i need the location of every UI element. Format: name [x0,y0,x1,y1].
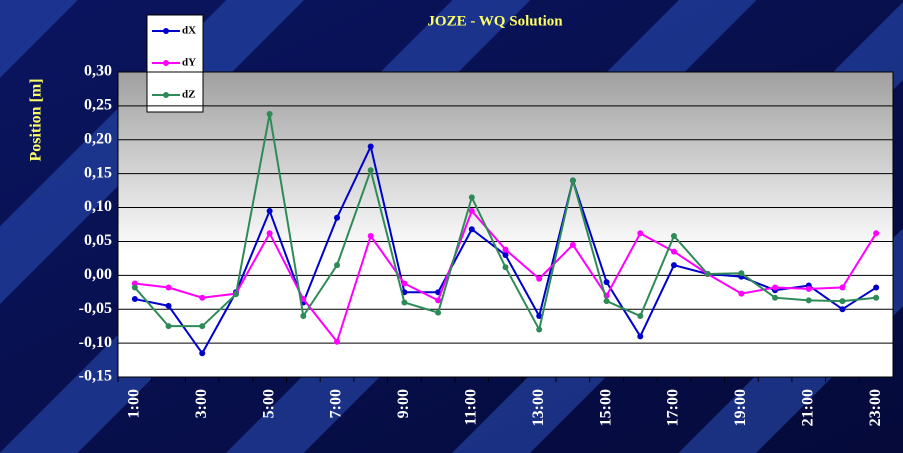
data-point [199,323,206,330]
legend-label: dY [182,57,196,69]
data-point [266,207,273,214]
y-tick-label: -0,05 [79,300,112,317]
legend-label: dX [182,25,196,37]
legend-label: dZ [182,89,195,101]
data-point [266,111,273,118]
data-point [468,207,475,214]
data-point [502,252,509,258]
data-point [300,296,307,303]
x-tick-label: 1:00 [126,389,143,418]
y-tick-label: 0,25 [84,97,112,114]
plot-area [117,71,894,378]
data-point [502,264,509,271]
data-point [772,294,779,301]
y-tick-label: 0,20 [84,130,112,147]
data-point [772,284,779,291]
data-point [704,270,711,277]
data-point [839,306,846,313]
data-point [367,233,374,240]
chart-title: JOZE - WQ Solution [427,13,563,29]
data-point [199,294,206,301]
legend-marker [163,92,169,98]
y-tick-label: 0,15 [84,164,112,181]
y-tick-label: -0,10 [79,334,112,351]
data-point [839,298,846,305]
data-point [435,297,442,304]
data-point [637,313,644,319]
data-point [502,246,509,253]
data-point [401,299,408,306]
data-point [401,280,408,287]
x-tick-label: 19:00 [732,389,749,426]
data-point [805,285,812,292]
data-point [603,279,610,286]
y-tick-label: 0,10 [84,198,112,215]
x-tick-label: 3:00 [193,389,210,418]
legend-marker [163,60,169,66]
data-point [637,230,644,237]
data-point [300,313,307,319]
data-point [670,248,677,255]
data-point [873,230,880,237]
data-point [334,338,341,345]
data-point [131,284,138,291]
data-point [670,262,677,269]
x-tick-label: 11:00 [462,389,479,425]
data-point [334,214,341,221]
data-point [536,326,543,333]
data-point [165,302,172,309]
data-point [266,230,273,237]
data-point [536,275,543,282]
data-point [873,294,880,301]
y-tick-label: 0,00 [84,266,112,283]
x-tick-label: 13:00 [530,389,547,426]
x-tick-label: 23:00 [867,389,884,426]
data-point [738,290,745,297]
y-tick-label: -0,15 [79,368,112,385]
data-point [536,313,543,319]
data-point [873,284,880,291]
x-tick-label: 21:00 [799,389,816,426]
data-point [468,226,475,233]
data-point [165,284,172,291]
data-point [637,333,644,340]
data-point [569,177,576,184]
y-axis-label: Position [m] [28,78,45,161]
data-point [468,194,475,201]
data-point [603,298,610,305]
data-point [738,270,745,277]
x-tick-label: 5:00 [260,389,277,418]
data-point [232,291,239,298]
data-point [805,297,812,304]
x-tick-label: 17:00 [665,389,682,426]
x-tick-label: 15:00 [597,389,614,426]
x-tick-label: 7:00 [328,389,345,418]
y-tick-label: 0,30 [84,63,112,80]
data-point [199,350,206,357]
data-point [435,309,442,316]
legend-marker [163,28,169,34]
x-tick-label: 9:00 [395,389,412,418]
data-point [367,167,374,174]
y-tick-label: 0,05 [84,232,112,249]
data-point [334,262,341,269]
data-point [165,323,172,330]
data-point [839,284,846,291]
data-point [569,241,576,248]
data-point [670,233,677,240]
data-point [367,143,374,150]
data-point [131,296,138,303]
